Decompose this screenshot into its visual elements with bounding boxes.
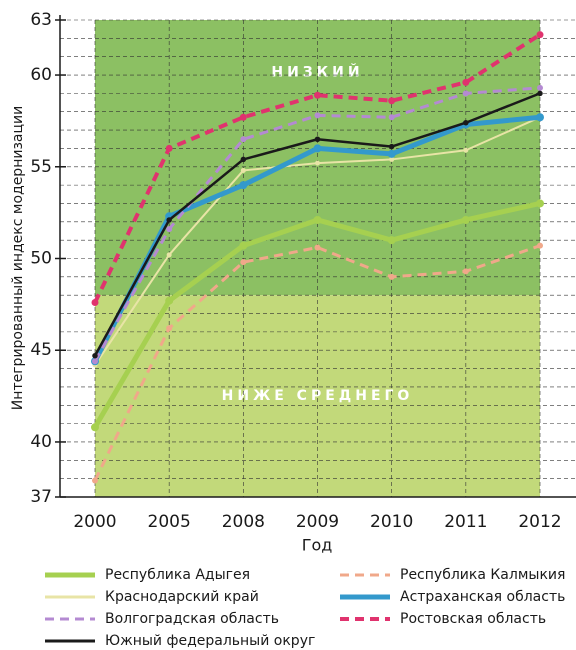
- legend-label: Краснодарский край: [105, 589, 259, 605]
- x-tick-label: 2012: [518, 512, 561, 532]
- point: [240, 167, 246, 173]
- legend-label: Республика Адыгея: [105, 567, 250, 583]
- point: [388, 97, 396, 105]
- point: [239, 241, 248, 250]
- point: [92, 358, 98, 365]
- point: [462, 268, 469, 275]
- x-tick-label: 2008: [222, 512, 265, 532]
- point: [314, 244, 321, 251]
- point: [388, 273, 395, 280]
- point: [239, 181, 248, 190]
- point: [314, 136, 321, 142]
- legend-label: Южный федеральный округ: [105, 633, 315, 649]
- x-tick-label: 2010: [370, 512, 413, 532]
- point: [461, 215, 470, 224]
- point: [388, 114, 395, 121]
- point: [536, 31, 544, 39]
- y-axis-label: Интегрированный индекс модернизации: [10, 106, 26, 410]
- point: [388, 143, 395, 150]
- point: [313, 215, 322, 224]
- point: [240, 259, 247, 266]
- point: [239, 113, 247, 121]
- point: [91, 299, 99, 307]
- x-tick-label: 2011: [444, 512, 487, 532]
- point: [240, 136, 247, 143]
- point: [536, 199, 544, 208]
- point: [537, 90, 543, 97]
- point: [537, 84, 543, 91]
- point: [240, 156, 247, 163]
- point: [315, 160, 320, 166]
- point: [92, 477, 98, 484]
- point: [389, 156, 395, 162]
- point: [314, 112, 321, 119]
- point: [166, 325, 173, 332]
- y-tick-label: 37: [30, 487, 52, 507]
- y-tick-label: 60: [30, 65, 52, 85]
- point: [387, 149, 396, 158]
- legend-label: Волгоградская область: [105, 611, 279, 627]
- point: [91, 423, 99, 432]
- point: [165, 144, 173, 152]
- x-tick-label: 2009: [296, 512, 339, 532]
- point: [536, 113, 544, 122]
- point: [166, 226, 173, 233]
- y-tick-label: 50: [30, 249, 52, 269]
- point: [92, 352, 98, 359]
- point: [462, 90, 469, 97]
- legend-label: Республика Калмыкия: [400, 567, 565, 583]
- point: [165, 296, 174, 305]
- point: [463, 119, 469, 126]
- band-label: НИЗКИЙ: [271, 64, 363, 81]
- point: [314, 91, 321, 99]
- legend-label: Астраханская область: [400, 589, 565, 605]
- point: [463, 147, 469, 153]
- point: [537, 242, 543, 249]
- y-tick-label: 45: [30, 340, 52, 360]
- point: [166, 217, 172, 223]
- point: [387, 236, 396, 245]
- x-axis-label: Год: [302, 536, 333, 555]
- band-label: НИЖЕ СРЕДНЕГО: [222, 388, 414, 404]
- y-tick-label: 55: [30, 157, 52, 177]
- point: [166, 252, 172, 258]
- point: [462, 78, 470, 86]
- y-tick-label: 40: [30, 432, 52, 452]
- y-tick-label: 63: [30, 10, 52, 30]
- legend-label: Ростовская область: [400, 611, 546, 627]
- x-tick-label: 2000: [73, 512, 116, 532]
- point: [313, 144, 322, 153]
- x-tick-label: 2005: [148, 512, 191, 532]
